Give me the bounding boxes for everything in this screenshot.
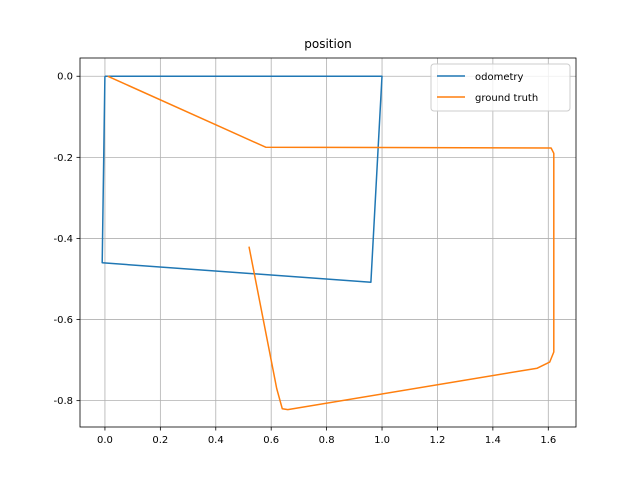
series-layer (101, 75, 555, 411)
x-tick-label: 0.0 (97, 435, 113, 446)
x-tick-label: 0.8 (319, 435, 335, 446)
x-tick-label: 1.2 (429, 435, 445, 446)
y-tick-label: -0.6 (53, 315, 73, 326)
x-tick-label: 1.4 (485, 435, 501, 446)
axis-ticks: 0.0 0.2 0.4 0.6 0.8 1.0 1.2 1.4 1.6 0.0 -0.2 -0.4 -0… (53, 72, 556, 446)
chart-title: position (304, 37, 352, 51)
y-tick-label: 0.0 (57, 72, 73, 83)
legend-box (430, 63, 571, 112)
x-tick-label: 0.4 (208, 435, 224, 446)
legend: odometry ground truth (430, 63, 571, 112)
plot-frame (79, 57, 577, 428)
y-tick-label: -0.2 (53, 153, 73, 164)
y-tick-label: -0.8 (53, 396, 73, 407)
legend-label-odometry: odometry (475, 72, 524, 83)
y-tick-label: -0.4 (53, 234, 73, 245)
x-tick-label: 1.0 (374, 435, 390, 446)
legend-label-ground-truth: ground truth (475, 93, 538, 104)
series-line-ground-truth (107, 75, 555, 411)
series-line-odometry (101, 75, 383, 283)
x-tick-label: 1.6 (540, 435, 556, 446)
x-tick-label: 0.6 (263, 435, 279, 446)
x-tick-label: 0.2 (152, 435, 168, 446)
